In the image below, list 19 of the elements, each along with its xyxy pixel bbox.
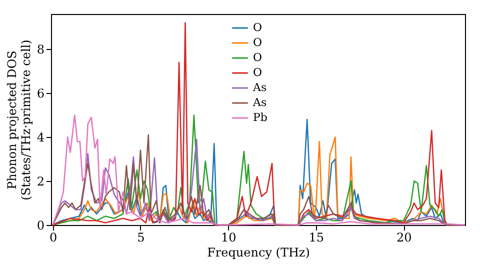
legend-label: O <box>253 66 262 79</box>
x-tick-label: 10 <box>221 230 236 244</box>
legend-label: As <box>252 81 267 94</box>
y-tick-label: 0 <box>36 218 44 232</box>
legend-label: O <box>253 51 262 64</box>
legend-label: O <box>253 36 262 49</box>
legend-label: Pb <box>253 111 268 124</box>
x-tick-label: 0 <box>49 230 58 244</box>
y-axis-title: Phonon projected DOS (States/THz·primitive cell) <box>4 40 33 200</box>
x-tick-label: 15 <box>308 230 324 244</box>
y-tick-label: 4 <box>36 130 45 145</box>
y-tick-label: 2 <box>36 174 44 189</box>
x-tick-label: 5 <box>137 230 145 244</box>
x-tick-label: 20 <box>396 230 412 244</box>
y-tick-label: 6 <box>36 86 44 101</box>
legend-label: As <box>252 96 267 109</box>
legend-label: O <box>253 21 262 34</box>
y-tick-label: 8 <box>36 42 44 57</box>
x-axis-title: Frequency (THz) <box>207 246 310 260</box>
